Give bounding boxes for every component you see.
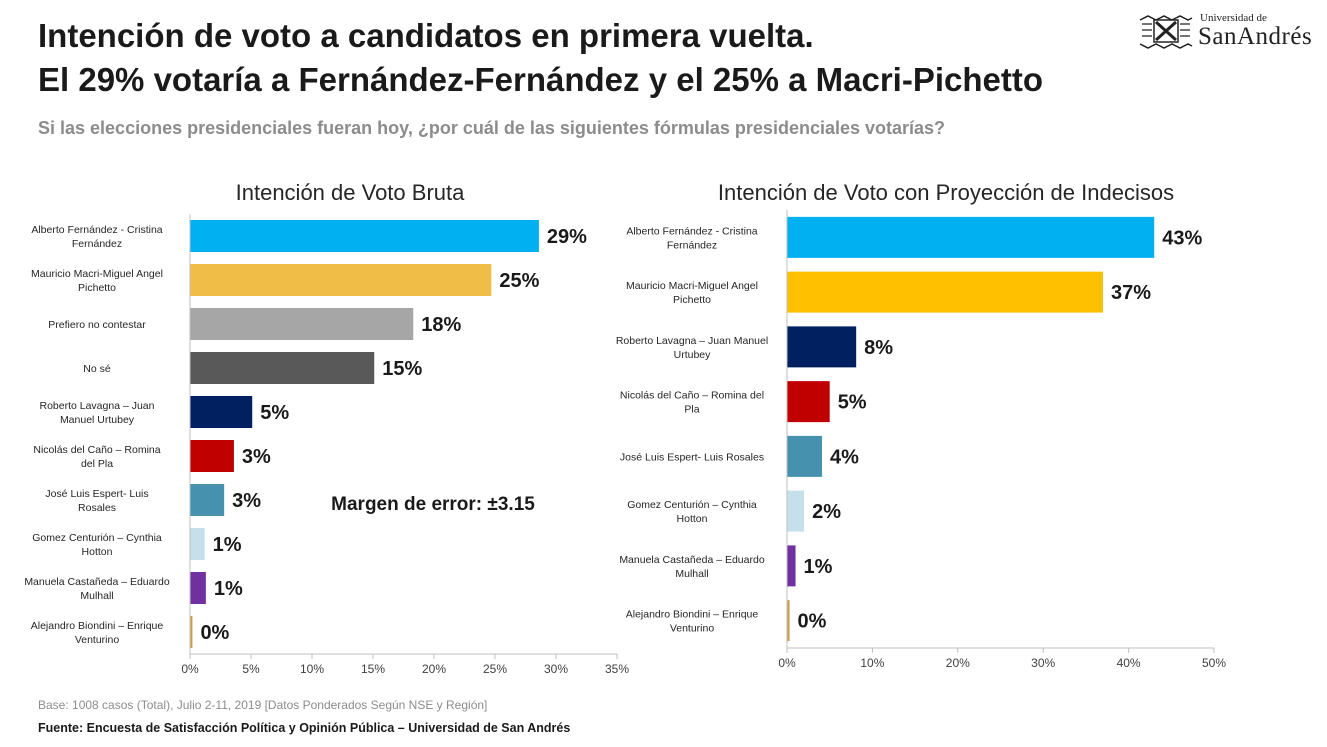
x-tick-label: 15% — [361, 662, 385, 676]
bar — [787, 326, 857, 368]
data-label: 18% — [421, 314, 461, 336]
category-label: Prefiero no contestar — [48, 319, 146, 331]
x-tick-label: 30% — [544, 662, 568, 676]
bar — [787, 600, 790, 642]
x-tick-label: 10% — [300, 662, 324, 676]
category-label: Mulhall — [80, 590, 113, 602]
bar — [787, 271, 1103, 313]
page-title: Intención de voto a candidatos en primer… — [38, 14, 1158, 102]
category-label: Alberto Fernández - Cristina — [626, 225, 757, 237]
x-tick-label: 20% — [422, 662, 446, 676]
data-label: 1% — [213, 534, 242, 556]
bar — [787, 216, 1155, 258]
data-label: 29% — [547, 226, 587, 248]
data-label: 37% — [1111, 282, 1151, 304]
x-tick-label: 50% — [1202, 656, 1226, 670]
data-label: 4% — [830, 446, 859, 468]
bar — [190, 572, 206, 604]
category-label: Mauricio Macri-Miguel Angel — [31, 268, 163, 280]
category-label: Hotton — [677, 513, 708, 525]
category-label: Urtubey — [674, 349, 712, 361]
category-label: Venturino — [670, 623, 715, 635]
bar — [190, 616, 193, 648]
bar — [787, 381, 830, 423]
x-tick-label: 10% — [860, 656, 884, 670]
data-label: 1% — [214, 578, 243, 600]
category-label: No sé — [83, 363, 111, 375]
chart-title: Intención de Voto con Proyección de Inde… — [718, 180, 1174, 205]
bar — [190, 528, 205, 560]
bar — [190, 352, 375, 384]
bar — [787, 490, 805, 532]
category-label: Nicolás del Caño – Romina del — [620, 390, 764, 402]
bar — [787, 435, 823, 477]
category-label: Manuel Urtubey — [60, 414, 135, 426]
data-label: 0% — [798, 611, 827, 633]
title-line-2: El 29% votaría a Fernández-Fernández y e… — [38, 61, 1044, 98]
bar — [190, 264, 492, 296]
chart-title: Intención de Voto Bruta — [236, 180, 465, 205]
category-label: Alejandro Biondini – Enrique — [626, 609, 759, 621]
bar — [190, 396, 253, 428]
category-label: Pichetto — [78, 282, 116, 294]
bar — [190, 484, 225, 516]
data-label: 8% — [864, 337, 893, 359]
x-tick-label: 0% — [181, 662, 199, 676]
category-label: Hotton — [82, 546, 113, 558]
data-label: 5% — [838, 392, 867, 414]
margin-of-error-annotation: Margen de error: ±3.15 — [331, 494, 535, 515]
footer-base-note: Base: 1008 casos (Total), Julio 2-11, 20… — [38, 698, 488, 712]
category-label: Manuela Castañeda – Eduardo — [24, 576, 170, 588]
bar — [190, 308, 414, 340]
category-label: Rosales — [78, 502, 116, 514]
category-label: Roberto Lavagna – Juan Manuel — [616, 335, 768, 347]
x-tick-label: 20% — [946, 656, 970, 670]
category-label: Fernández — [72, 238, 122, 250]
data-label: 15% — [382, 358, 422, 380]
data-label: 3% — [232, 490, 261, 512]
x-tick-label: 40% — [1117, 656, 1141, 670]
data-label: 0% — [200, 622, 229, 644]
title-line-1: Intención de voto a candidatos en primer… — [38, 17, 814, 54]
category-label: Alberto Fernández - Cristina — [31, 224, 162, 236]
category-label: Manuela Castañeda – Eduardo — [619, 554, 765, 566]
category-label: Gomez Centurión – Cynthia — [627, 499, 757, 511]
crest-icon — [1139, 15, 1193, 49]
category-label: Gomez Centurión – Cynthia — [32, 532, 162, 544]
category-label: José Luis Espert- Luis Rosales — [620, 451, 764, 463]
category-label: Roberto Lavagna – Juan — [39, 400, 154, 412]
data-label: 43% — [1162, 227, 1202, 249]
category-label: José Luis Espert- Luis — [45, 488, 148, 500]
university-logo: Universidad de SanAndrés — [1138, 12, 1327, 52]
category-label: Venturino — [75, 634, 120, 646]
category-label: Pichetto — [673, 294, 711, 306]
x-tick-label: 30% — [1031, 656, 1055, 670]
category-label: del Pla — [81, 458, 113, 470]
bar — [190, 440, 234, 472]
category-label: Fernández — [667, 239, 717, 251]
x-tick-label: 35% — [605, 662, 629, 676]
page-subtitle: Si las elecciones presidenciales fueran … — [38, 118, 946, 138]
x-tick-label: 25% — [483, 662, 507, 676]
data-label: 1% — [804, 556, 833, 578]
bar — [190, 220, 539, 252]
logo-text-big: SanAndrés — [1198, 23, 1313, 50]
category-label: Pla — [684, 404, 699, 416]
category-label: Mulhall — [675, 568, 708, 580]
data-label: 25% — [499, 270, 539, 292]
footer-source: Fuente: Encuesta de Satisfacción Polític… — [38, 721, 571, 735]
bar — [787, 545, 796, 587]
x-tick-label: 0% — [778, 656, 796, 670]
data-label: 2% — [812, 501, 841, 523]
x-tick-label: 5% — [242, 662, 260, 676]
category-label: Alejandro Biondini – Enrique — [31, 620, 164, 632]
category-label: Nicolás del Caño – Romina — [33, 444, 160, 456]
category-label: Mauricio Macri-Miguel Angel — [626, 280, 758, 292]
logo-text-small: Universidad de — [1200, 12, 1267, 24]
data-label: 5% — [260, 402, 289, 424]
data-label: 3% — [242, 446, 271, 468]
